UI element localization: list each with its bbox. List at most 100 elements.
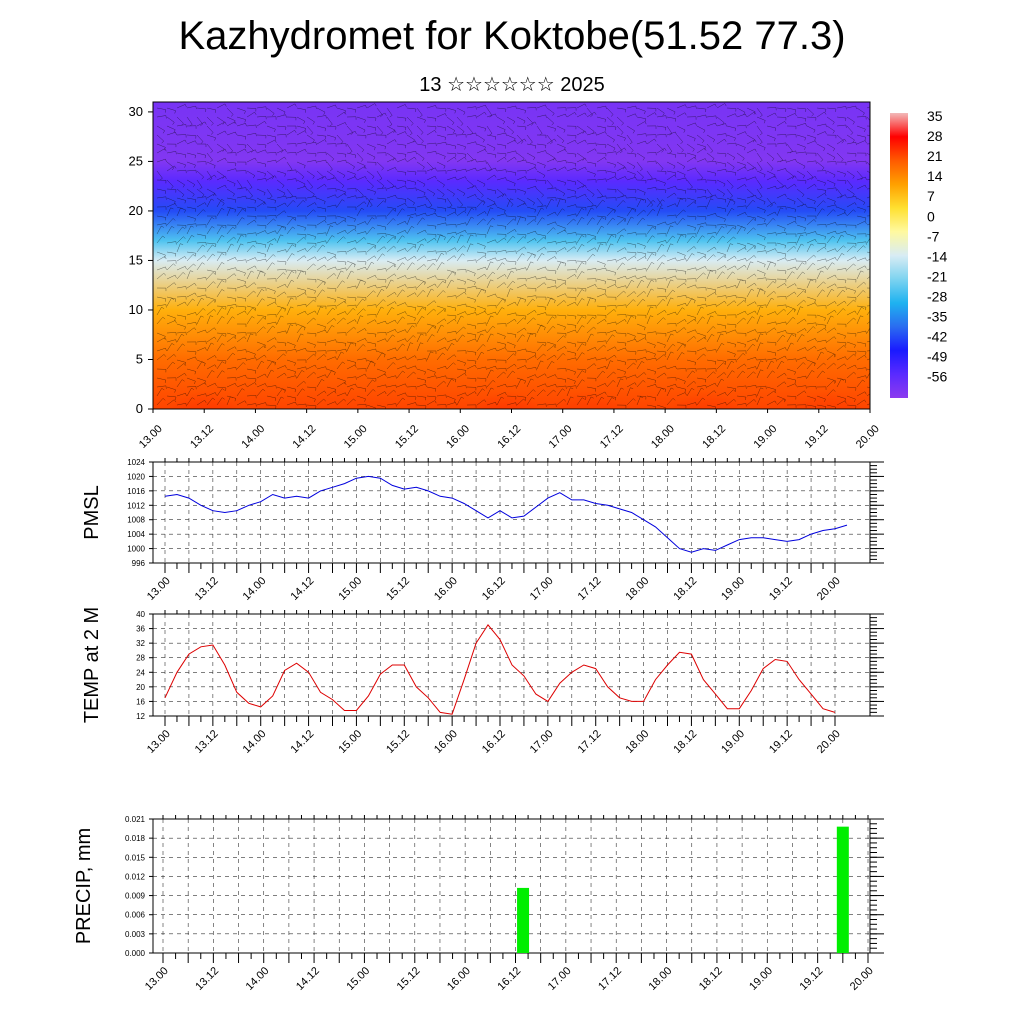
y-tick-label: 1024 [127,458,145,467]
precip-bar [517,887,530,953]
x-tick-label: 14.12 [294,965,322,993]
x-tick-label: 17.00 [546,965,574,993]
x-tick-label: 13.00 [143,965,171,993]
x-tick-label: 17.00 [547,423,575,451]
x-tick-label: 13.00 [137,423,165,451]
x-tick-label: 14.00 [241,728,269,756]
x-tick-label: 16.12 [480,575,508,603]
colorbar-label: -56 [927,369,947,385]
colorbar-label: -28 [927,288,947,304]
y-tick-label: 32 [136,639,145,648]
x-tick-label: 14.12 [288,575,316,603]
x-tick-label: 16.12 [495,423,523,451]
colorbar-label: 7 [927,188,935,204]
y-tick-label: 1008 [127,516,145,525]
x-tick-label: 19.12 [798,965,826,993]
x-tick-label: 17.12 [596,965,624,993]
y-tick-label: 25 [129,153,143,168]
x-tick-label: 15.12 [384,728,412,756]
x-tick-label: 16.00 [432,728,460,756]
x-tick-label: 15.12 [393,423,421,451]
y-tick-label: 1016 [127,487,145,496]
y-tick-label: 20 [129,203,143,218]
y-tick-label: 20 [136,683,145,692]
y-tick-label: 15 [129,252,143,267]
y-tick-label: 0.018 [125,834,146,843]
y-tick-label: 40 [136,610,145,619]
heatmap-plot-area [153,102,870,409]
x-tick-label: 18.12 [671,575,699,603]
x-tick-label: 15.00 [342,423,370,451]
x-tick-label: 14.00 [244,965,272,993]
x-tick-label: 15.12 [384,575,412,603]
y-tick-label: 28 [136,654,145,663]
x-tick-label: 16.00 [432,575,460,603]
colorbar-label: -21 [927,268,947,284]
x-tick-label: 17.12 [576,728,604,756]
y-tick-label: 36 [136,625,145,634]
wind-barbs [156,103,870,409]
page-subtitle: 13 ☆☆☆☆☆☆ 2025 [419,74,605,96]
x-tick-label: 16.00 [444,423,472,451]
colorbar-label: -49 [927,349,947,365]
x-tick-label: 14.00 [239,423,267,451]
y-tick-label: 0 [136,401,143,416]
x-tick-label: 16.00 [445,965,473,993]
x-tick-label: 19.12 [767,575,795,603]
y-tick-label: 0.021 [125,815,146,824]
x-tick-label: 13.12 [193,728,221,756]
x-tick-label: 13.12 [188,423,216,451]
series-line [164,624,836,715]
grid [153,818,870,954]
y-tick-label: 1000 [127,545,145,554]
y-tick-label: 10 [129,302,143,317]
x-tick-label: 20.00 [815,728,843,756]
colorbar-label: 14 [927,168,943,184]
page-title: Kazhydromet for Koktobe(51.52 77.3) [178,14,846,58]
x-tick-label: 15.00 [336,575,364,603]
x-tick-label: 17.12 [576,575,604,603]
x-tick-label: 20.00 [815,575,843,603]
y-axis-label: TEMP at 2 M [81,607,103,723]
x-tick-label: 17.12 [598,423,626,451]
y-tick-label: 0.009 [125,892,146,901]
y-tick-label: 16 [136,697,145,706]
x-tick-label: 15.12 [395,965,423,993]
warm-plume [153,319,260,409]
x-tick-label: 19.12 [767,728,795,756]
y-tick-label: 24 [136,668,145,677]
x-tick-label: 14.00 [241,575,269,603]
y-tick-label: 30 [129,104,143,119]
y-tick-label: 1020 [127,472,145,481]
x-tick-label: 15.00 [344,965,372,993]
warm-plume [774,319,870,409]
x-tick-label: 17.00 [528,575,556,603]
x-tick-label: 18.00 [646,965,674,993]
x-tick-label: 20.00 [854,423,882,451]
x-tick-label: 15.00 [336,728,364,756]
x-tick-label: 18.00 [623,575,651,603]
colorbar-label: 21 [927,148,943,164]
x-tick-label: 19.12 [803,423,831,451]
y-tick-label: 1004 [127,530,145,539]
x-tick-label: 18.12 [671,728,699,756]
precip-bar [836,826,849,953]
x-tick-label: 13.00 [145,728,173,756]
colorbar [890,113,908,398]
x-tick-label: 16.12 [480,728,508,756]
x-tick-label: 13.12 [193,965,221,993]
y-tick-label: 12 [136,712,145,721]
y-tick-label: 0.015 [125,853,146,862]
warm-plume [651,319,762,409]
x-tick-label: 14.12 [291,423,319,451]
colorbar-label: 28 [927,128,943,144]
y-tick-label: 0.006 [125,911,146,920]
colorbar-label: -42 [927,329,947,345]
precip-panel: 0.000 0.003 0.006 0.009 0.012 0.015 0.018 0.021… [73,815,884,993]
y-tick-label: 0.003 [125,930,146,939]
colorbar-label: -35 [927,309,947,325]
colorbar-label: -14 [927,248,947,264]
x-tick-label: 18.00 [623,728,651,756]
x-tick-label: 19.00 [747,965,775,993]
